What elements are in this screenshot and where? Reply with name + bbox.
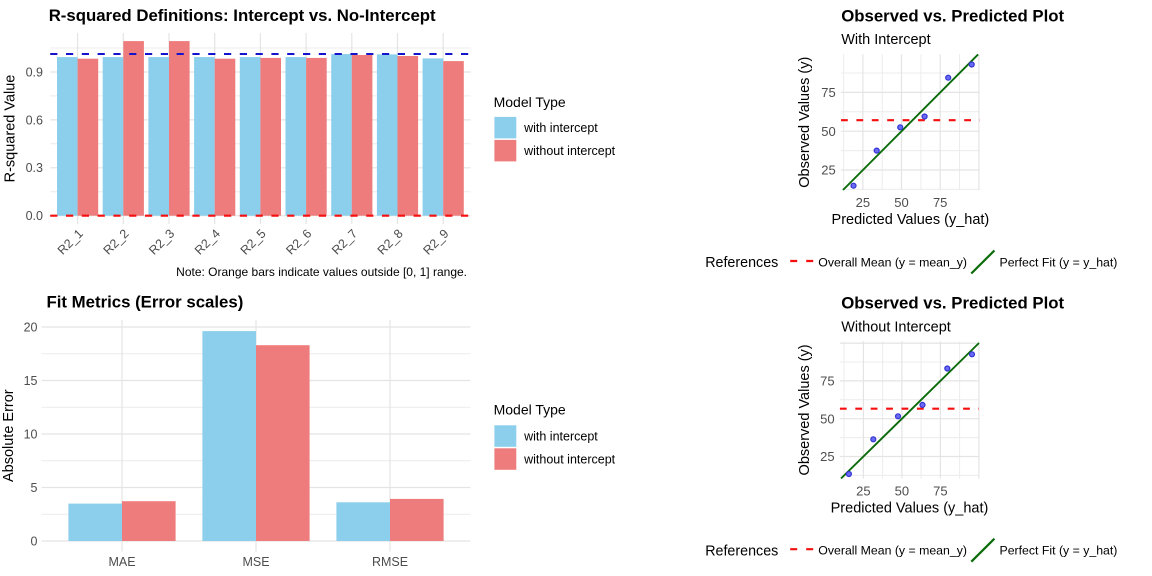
svg-text:0.9: 0.9 [26,65,43,79]
svg-text:10: 10 [24,427,38,441]
svg-text:References: References [705,543,778,559]
svg-text:75: 75 [820,374,834,389]
svg-text:Fit Metrics (Error scales): Fit Metrics (Error scales) [47,293,244,312]
svg-text:0.3: 0.3 [26,161,43,175]
svg-text:R-squared Value: R-squared Value [3,75,19,183]
svg-text:Predicted Values (y_hat): Predicted Values (y_hat) [832,212,990,228]
svg-text:15: 15 [24,374,38,388]
svg-text:Model Type: Model Type [494,94,566,110]
svg-text:Without Intercept: Without Intercept [841,319,951,335]
svg-text:Observed Values (y): Observed Values (y) [797,344,813,475]
svg-text:50: 50 [820,411,834,426]
svg-text:25: 25 [820,449,834,464]
svg-text:Overall Mean (y = mean_y): Overall Mean (y = mean_y) [818,544,967,558]
svg-text:without intercept: without intercept [523,144,616,158]
svg-text:25: 25 [856,195,870,210]
svg-text:R-squared Definitions: Interce: R-squared Definitions: Intercept vs. No-… [49,6,436,25]
svg-text:Model Type: Model Type [494,401,566,417]
svg-text:Predicted Values (y_hat): Predicted Values (y_hat) [831,501,989,517]
svg-text:Absolute Error: Absolute Error [1,389,17,482]
svg-text:without intercept: without intercept [523,452,616,466]
svg-text:0: 0 [31,534,38,548]
svg-text:20: 20 [24,320,38,334]
svg-text:Observed vs. Predicted Plot: Observed vs. Predicted Plot [841,294,1064,313]
svg-text:0.0: 0.0 [26,209,43,223]
svg-text:75: 75 [821,85,835,100]
svg-text:25: 25 [856,483,870,498]
svg-text:Perfect Fit (y = y_hat): Perfect Fit (y = y_hat) [1000,544,1118,558]
svg-text:RMSE: RMSE [372,555,408,569]
svg-text:0.6: 0.6 [26,113,43,127]
svg-text:Note: Orange bars indicate val: Note: Orange bars indicate values outsid… [176,265,467,279]
svg-text:Perfect Fit (y = y_hat): Perfect Fit (y = y_hat) [1000,255,1118,269]
svg-text:Overall Mean (y = mean_y): Overall Mean (y = mean_y) [818,255,967,269]
svg-text:Observed vs. Predicted Plot: Observed vs. Predicted Plot [841,6,1064,25]
svg-text:MAE: MAE [108,555,135,569]
svg-text:75: 75 [933,483,947,498]
svg-text:5: 5 [31,481,38,495]
svg-text:50: 50 [821,124,835,139]
svg-text:References: References [705,255,778,271]
svg-text:50: 50 [895,483,909,498]
svg-text:with intercept: with intercept [523,429,598,443]
svg-text:MSE: MSE [242,555,269,569]
svg-text:Observed Values (y): Observed Values (y) [797,57,813,188]
svg-text:50: 50 [894,195,908,210]
svg-text:with intercept: with intercept [523,121,598,135]
svg-text:25: 25 [821,163,835,178]
svg-text:75: 75 [933,195,947,210]
svg-text:With Intercept: With Intercept [841,32,930,48]
